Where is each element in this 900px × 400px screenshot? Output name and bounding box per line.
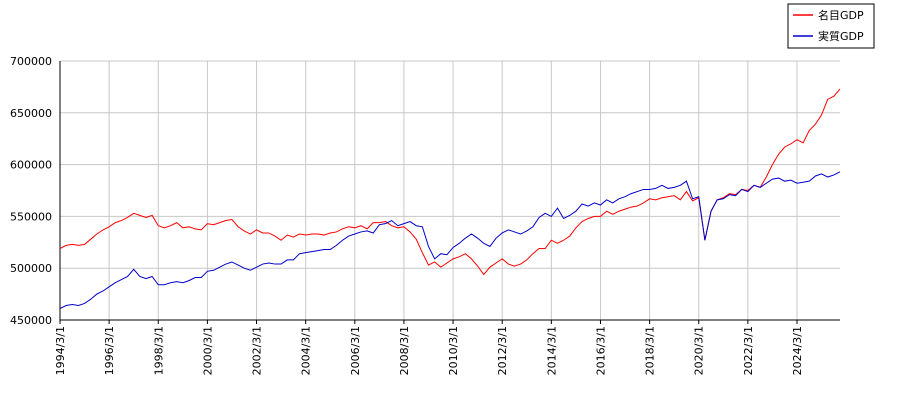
x-tick-label: 1996/3/1: [103, 326, 116, 375]
y-tick-label: 600000: [10, 159, 52, 172]
y-tick-label: 650000: [10, 107, 52, 120]
legend-label: 名目GDP: [818, 8, 864, 22]
x-tick-label: 2020/3/1: [693, 326, 706, 375]
x-tick-label: 2014/3/1: [545, 326, 558, 375]
y-tick-label: 500000: [10, 262, 52, 275]
x-tick-label: 2012/3/1: [496, 326, 509, 375]
legend-box: [787, 3, 875, 49]
x-tick-label: 2008/3/1: [398, 326, 411, 375]
data-line: [59, 171, 841, 310]
x-tick-label: 2022/3/1: [742, 326, 755, 375]
y-tick-label: 450000: [10, 314, 52, 327]
x-tick-label: 2006/3/1: [349, 326, 362, 375]
y-tick-label: 550000: [10, 210, 52, 223]
x-tick-label: 2016/3/1: [594, 326, 607, 375]
x-tick-label: 2004/3/1: [300, 326, 313, 375]
y-tick-label: 700000: [10, 55, 52, 68]
legend-label: 実質GDP: [818, 29, 864, 43]
x-tick-label: 1998/3/1: [152, 326, 165, 375]
x-tick-label: 2002/3/1: [251, 326, 264, 375]
x-tick-label: 2000/3/1: [201, 326, 214, 375]
x-tick-label: 2018/3/1: [644, 326, 657, 375]
x-tick-label: 2010/3/1: [447, 326, 460, 375]
x-tick-label: 2024/3/1: [791, 326, 804, 375]
plot-area: [60, 61, 840, 320]
x-tick-label: 1994/3/1: [54, 326, 67, 375]
